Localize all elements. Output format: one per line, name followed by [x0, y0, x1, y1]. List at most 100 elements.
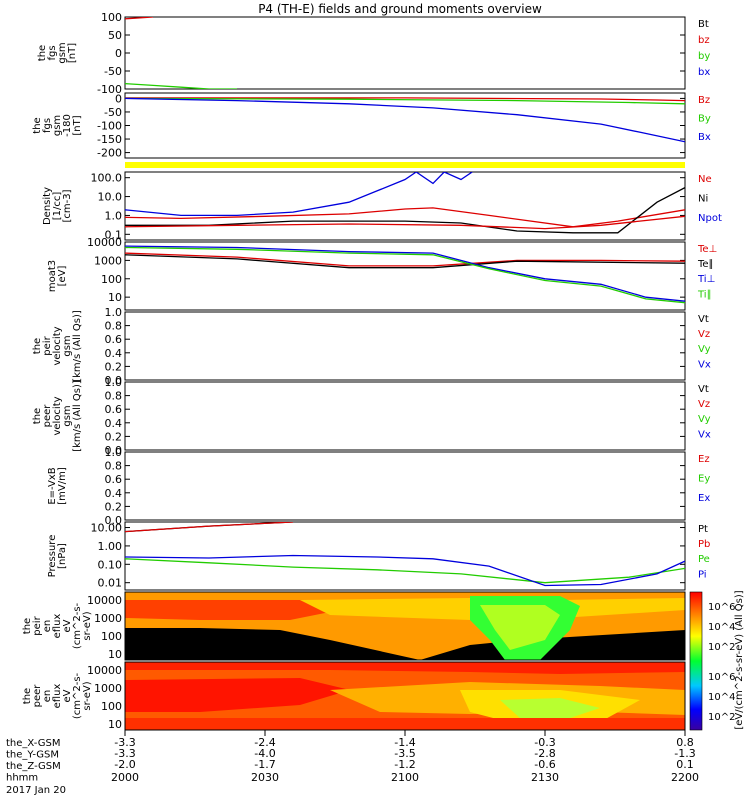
y-tick-label: 10000 — [87, 236, 122, 249]
panel-frame — [124, 171, 686, 241]
series-line — [125, 97, 685, 102]
panel-1: 0-50-100-150-200 the fgs gsm -180 [nT] Bz By Bx — [32, 92, 711, 159]
y-axis-label: Density — [42, 187, 53, 225]
x-tick-label: -1.7 — [254, 758, 275, 771]
colorbar-tick-label: 10^6 — [708, 602, 735, 613]
y-tick-label: 0.2 — [105, 360, 123, 373]
chart-title: P4 (TH-E) fields and ground moments over… — [258, 2, 542, 16]
y-tick-label: 0.8 — [105, 460, 123, 473]
y-axis-label: gsm — [57, 42, 68, 63]
series-group — [125, 245, 685, 304]
y-tick-label: 1.00 — [98, 540, 123, 553]
x-tick-label: -3.5 — [394, 747, 415, 760]
y-axis-label: [km/s (All Qs)] — [72, 380, 83, 452]
y-axis-label: peer — [42, 404, 53, 428]
series-line — [125, 554, 685, 587]
colorbar-tick-label: 10^6 — [708, 672, 735, 683]
y-tick-label: 0 — [115, 47, 122, 60]
panel-frame — [124, 521, 686, 591]
x-tick-label: -3.3 — [114, 736, 135, 749]
x-tick-label: 2200 — [671, 771, 699, 784]
y-tick-label: 0.4 — [105, 417, 123, 430]
y-axis-label: -180 — [62, 114, 73, 137]
y-axis-label: eV — [62, 689, 73, 702]
panel-7: 10.00 1.00 0.10 0.01 Pressure [nPa] Pt Pb Pe Pi — [47, 521, 710, 591]
series-line — [125, 522, 294, 533]
panel-frame — [124, 92, 686, 159]
panel-0: 100 50 0 -50 -100 the fgs gsm [nT] Bt bz by bx — [37, 11, 710, 96]
y-axis-label: velocity — [52, 396, 63, 435]
y-axis-label: eV — [62, 619, 73, 632]
series-group — [125, 17, 237, 89]
legend-label: Pt — [698, 524, 708, 535]
x-row-label: the_Y-GSM — [6, 750, 59, 761]
x-tick-label: 0.1 — [676, 758, 694, 771]
y-tick-label: 50 — [108, 29, 122, 42]
x-tick-label: -2.4 — [254, 736, 275, 749]
legend-label: By — [698, 114, 711, 125]
series-line — [125, 97, 685, 105]
colorbar-tick-label: 10^2 — [708, 642, 735, 653]
x-row-label: the_X-GSM — [6, 738, 60, 749]
x-tick-label: -4.0 — [254, 747, 275, 760]
legend-label: Bx — [698, 132, 711, 143]
y-axis-label: [km/s (All Qs)] — [72, 310, 83, 382]
y-tick-label: 1.0 — [105, 376, 123, 389]
spectrogram-electrons — [124, 661, 686, 731]
legend-label: Ti⊥ — [697, 274, 715, 285]
y-tick-label: 0.8 — [105, 320, 123, 333]
series-group — [125, 522, 685, 587]
x-tick-label: -1.3 — [674, 747, 695, 760]
y-axis-label: gsm — [62, 335, 73, 356]
y-tick-label: 100 — [101, 700, 122, 713]
x-tick-label: 2030 — [251, 771, 279, 784]
x-tick-label: -3.3 — [114, 747, 135, 760]
panel-frame — [124, 16, 686, 90]
y-axis-label: velocity — [52, 326, 63, 365]
legend-label: by — [698, 51, 710, 62]
y-tick-label: -100 — [97, 83, 122, 96]
y-axis-label: the — [32, 338, 43, 354]
y-tick-label: 0.6 — [105, 403, 123, 416]
panel-frame — [124, 451, 686, 521]
y-axis-label: [1/cc] — [52, 192, 63, 221]
series-line — [125, 254, 685, 269]
legend-label: Te⊥ — [697, 244, 717, 255]
y-tick-label: 0.4 — [105, 487, 123, 500]
legend-label: Bt — [698, 19, 709, 30]
y-tick-label: 100 — [101, 11, 122, 24]
y-axis-label: peir — [42, 335, 53, 355]
legend-label: Vt — [698, 314, 709, 325]
y-tick-label: -50 — [104, 106, 122, 119]
y-tick-label: 0.0 — [105, 444, 123, 457]
y-axis-label: the — [32, 408, 43, 424]
y-tick-label: 1.0 — [105, 306, 123, 319]
x-tick-label: 2100 — [391, 771, 419, 784]
y-axis-label: [nT] — [72, 115, 83, 135]
y-tick-label: 10.0 — [98, 191, 123, 204]
y-tick-label: 10 — [108, 291, 122, 304]
y-tick-label: 0 — [115, 92, 122, 105]
x-tick-label: -2.0 — [114, 758, 135, 771]
panel-frame — [124, 241, 686, 311]
y-axis-label: E=-VxB — [47, 467, 58, 504]
series-line — [125, 82, 237, 89]
y-tick-label: 0.8 — [105, 390, 123, 403]
y-axis-label: fgs — [47, 45, 58, 60]
series-line — [125, 215, 685, 230]
y-tick-label: 10 — [108, 648, 122, 661]
y-tick-label: 0.0 — [105, 514, 123, 527]
colorbar-label: [eV/(cm^2-s-sr-eV) (All Qs)] — [734, 590, 745, 729]
y-axis-label: the — [37, 45, 48, 61]
y-axis-label: [nPa] — [57, 543, 68, 569]
panel-frame — [124, 381, 686, 451]
legend-label: Vt — [698, 384, 709, 395]
panel-frame — [124, 311, 686, 381]
legend-label: Vz — [698, 399, 710, 410]
y-tick-label: 0.1 — [105, 228, 123, 241]
y-axis-label: fgs — [42, 118, 53, 133]
y-tick-label: -150 — [97, 133, 122, 146]
y-axis-label: gsm — [52, 115, 63, 136]
